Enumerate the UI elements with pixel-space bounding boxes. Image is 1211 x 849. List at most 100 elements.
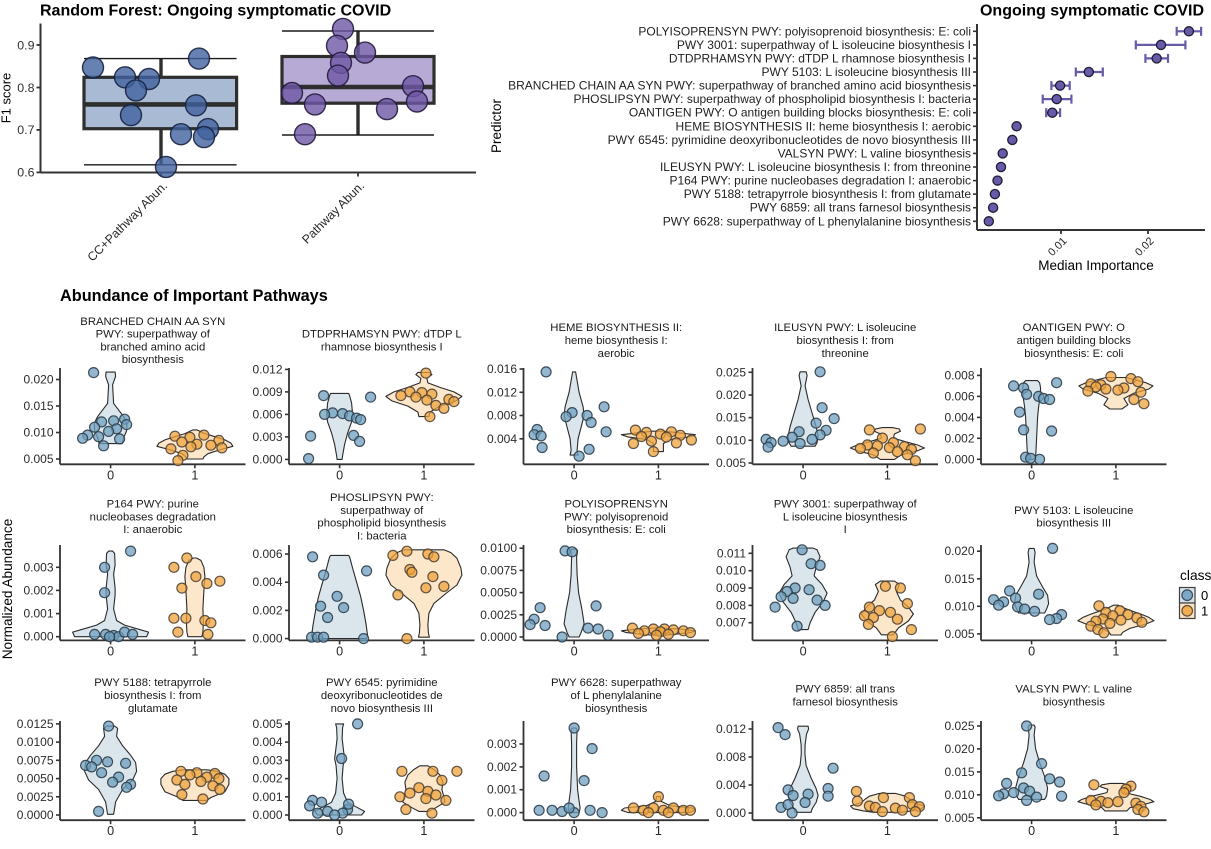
svg-text:PWY 6859: all trans: PWY 6859: all trans <box>795 684 895 696</box>
svg-text:0: 0 <box>336 824 343 838</box>
svg-text:PWY 6545: pyrimidine deoxyribo: PWY 6545: pyrimidine deoxyribonucleotide… <box>608 133 971 147</box>
svg-text:0.7: 0.7 <box>17 123 34 137</box>
svg-text:0: 0 <box>800 468 807 482</box>
svg-text:0.000: 0.000 <box>716 806 746 820</box>
svg-text:0.008: 0.008 <box>487 409 517 423</box>
svg-text:ILEUSYN PWY: L isoleucine: ILEUSYN PWY: L isoleucine <box>774 322 916 334</box>
svg-text:0.008: 0.008 <box>944 368 974 382</box>
svg-text:0.001: 0.001 <box>252 790 282 804</box>
svg-text:0: 0 <box>336 644 343 658</box>
svg-text:0.0100: 0.0100 <box>480 541 517 555</box>
svg-text:L isoleucine biosynthesis: L isoleucine biosynthesis <box>783 511 908 523</box>
svg-text:BRANCHED CHAIN AA SYN: BRANCHED CHAIN AA SYN <box>80 316 225 328</box>
svg-text:F1 score: F1 score <box>0 73 14 124</box>
svg-text:1: 1 <box>884 644 891 658</box>
svg-text:PWY: superpathway of: PWY: superpathway of <box>96 329 211 341</box>
svg-text:ILEUSYN PWY: L isoleucine bios: ILEUSYN PWY: L isoleucine biosynthesis I… <box>660 160 971 174</box>
svg-text:of L phenylalanine: of L phenylalanine <box>571 690 662 702</box>
svg-text:0.000: 0.000 <box>252 808 282 822</box>
svg-text:0.012: 0.012 <box>716 722 746 736</box>
svg-text:0.000: 0.000 <box>252 452 282 466</box>
svg-text:0.020: 0.020 <box>944 742 974 756</box>
svg-text:1: 1 <box>191 468 198 482</box>
svg-text:class: class <box>1180 568 1211 583</box>
svg-text:PWY 5188: tetrapyrrole biosynt: PWY 5188: tetrapyrrole biosynthesis I: f… <box>684 187 972 201</box>
svg-text:PWY 6545: pyrimidine: PWY 6545: pyrimidine <box>326 677 438 689</box>
svg-text:0.0000: 0.0000 <box>17 808 54 822</box>
svg-text:0.006: 0.006 <box>252 407 282 421</box>
svg-text:0.003: 0.003 <box>252 753 282 767</box>
svg-text:0.010: 0.010 <box>944 599 974 613</box>
svg-text:PWY 6628: superpathway: PWY 6628: superpathway <box>551 677 682 689</box>
svg-text:I: anaerobic: I: anaerobic <box>123 524 182 536</box>
svg-text:branched amino acid: branched amino acid <box>100 341 205 353</box>
svg-text:1: 1 <box>1112 644 1119 658</box>
svg-text:aerobic: aerobic <box>598 348 635 360</box>
svg-text:0: 0 <box>1201 588 1208 603</box>
svg-text:0.003: 0.003 <box>252 430 282 444</box>
svg-text:0.020: 0.020 <box>944 544 974 558</box>
svg-text:1: 1 <box>884 468 891 482</box>
svg-text:0.006: 0.006 <box>944 389 974 403</box>
svg-text:0.012: 0.012 <box>487 385 517 399</box>
svg-text:0.0050: 0.0050 <box>480 586 517 600</box>
svg-text:0.0100: 0.0100 <box>17 735 54 749</box>
svg-text:1: 1 <box>1201 604 1208 619</box>
svg-text:PWY 5103: L isoleucine biosynt: PWY 5103: L isoleucine biosynthesis III <box>762 65 971 79</box>
svg-text:Median Importance: Median Importance <box>1038 258 1154 273</box>
svg-text:0.020: 0.020 <box>716 388 746 402</box>
svg-text:0.001: 0.001 <box>23 607 53 621</box>
svg-text:1: 1 <box>1112 824 1119 838</box>
svg-text:VALSYN PWY: L valine biosynthe: VALSYN PWY: L valine biosynthesis <box>778 146 971 160</box>
svg-text:0.003: 0.003 <box>487 737 517 751</box>
svg-text:I: bacteria: I: bacteria <box>357 531 407 543</box>
svg-text:farnesol biosynthesis: farnesol biosynthesis <box>792 696 898 708</box>
svg-text:0.000: 0.000 <box>23 630 53 644</box>
svg-text:biosynthesis: E: coli: biosynthesis: E: coli <box>1024 348 1123 360</box>
svg-text:0.0075: 0.0075 <box>480 563 517 577</box>
svg-text:PWY: polyisoprenoid: PWY: polyisoprenoid <box>564 511 668 523</box>
svg-text:biosynthesis: biosynthesis <box>585 703 648 715</box>
svg-text:biosynthesis I: from: biosynthesis I: from <box>797 335 894 347</box>
svg-text:0.008: 0.008 <box>716 750 746 764</box>
svg-text:0.011: 0.011 <box>717 546 746 560</box>
svg-text:0.005: 0.005 <box>716 456 746 470</box>
svg-text:OANTIGEN PWY: O: OANTIGEN PWY: O <box>1023 322 1126 334</box>
svg-text:0.0125: 0.0125 <box>17 717 54 731</box>
svg-text:biosynthesis: biosynthesis <box>1043 696 1106 708</box>
svg-text:Normalized Abundance: Normalized Abundance <box>0 519 15 660</box>
svg-text:biosynthesis I: from: biosynthesis I: from <box>104 690 201 702</box>
svg-text:1: 1 <box>191 644 198 658</box>
svg-text:0.010: 0.010 <box>944 788 974 802</box>
svg-text:0.0025: 0.0025 <box>480 608 517 622</box>
svg-text:0.006: 0.006 <box>252 547 282 561</box>
svg-text:0.9: 0.9 <box>17 38 34 52</box>
svg-text:threonine: threonine <box>822 348 869 360</box>
svg-text:0.007: 0.007 <box>716 616 746 630</box>
svg-text:0.005: 0.005 <box>944 627 974 641</box>
svg-text:HEME BIOSYNTHESIS II:: HEME BIOSYNTHESIS II: <box>550 322 682 334</box>
svg-text:PWY 3001: superpathway of: PWY 3001: superpathway of <box>774 499 918 511</box>
svg-text:1: 1 <box>420 824 427 838</box>
svg-text:0.010: 0.010 <box>716 433 746 447</box>
svg-text:antigen building blocks: antigen building blocks <box>1017 335 1132 347</box>
svg-text:0.004: 0.004 <box>252 575 282 589</box>
svg-text:PWY 5188: tetrapyrrole: PWY 5188: tetrapyrrole <box>94 677 211 689</box>
svg-text:0.010: 0.010 <box>716 564 746 578</box>
svg-text:biosynthesis: E: coli: biosynthesis: E: coli <box>567 524 666 536</box>
svg-text:1: 1 <box>655 824 662 838</box>
svg-text:0: 0 <box>800 824 807 838</box>
svg-text:nucleobases degradation: nucleobases degradation <box>90 511 216 523</box>
svg-text:PHOSLIPSYN PWY: superpathway o: PHOSLIPSYN PWY: superpathway of phosphol… <box>573 92 971 106</box>
svg-text:0.010: 0.010 <box>23 426 53 440</box>
svg-text:0: 0 <box>107 644 114 658</box>
svg-text:heme biosynthesis I:: heme biosynthesis I: <box>565 335 668 347</box>
svg-text:1: 1 <box>884 824 891 838</box>
svg-text:0: 0 <box>571 468 578 482</box>
svg-text:1: 1 <box>191 824 198 838</box>
svg-text:PWY 6628: superpathway of L ph: PWY 6628: superpathway of L phenylalanin… <box>663 214 971 228</box>
svg-text:0: 0 <box>336 468 343 482</box>
svg-text:0.009: 0.009 <box>716 581 746 595</box>
svg-text:0: 0 <box>1028 644 1035 658</box>
svg-text:0: 0 <box>107 468 114 482</box>
